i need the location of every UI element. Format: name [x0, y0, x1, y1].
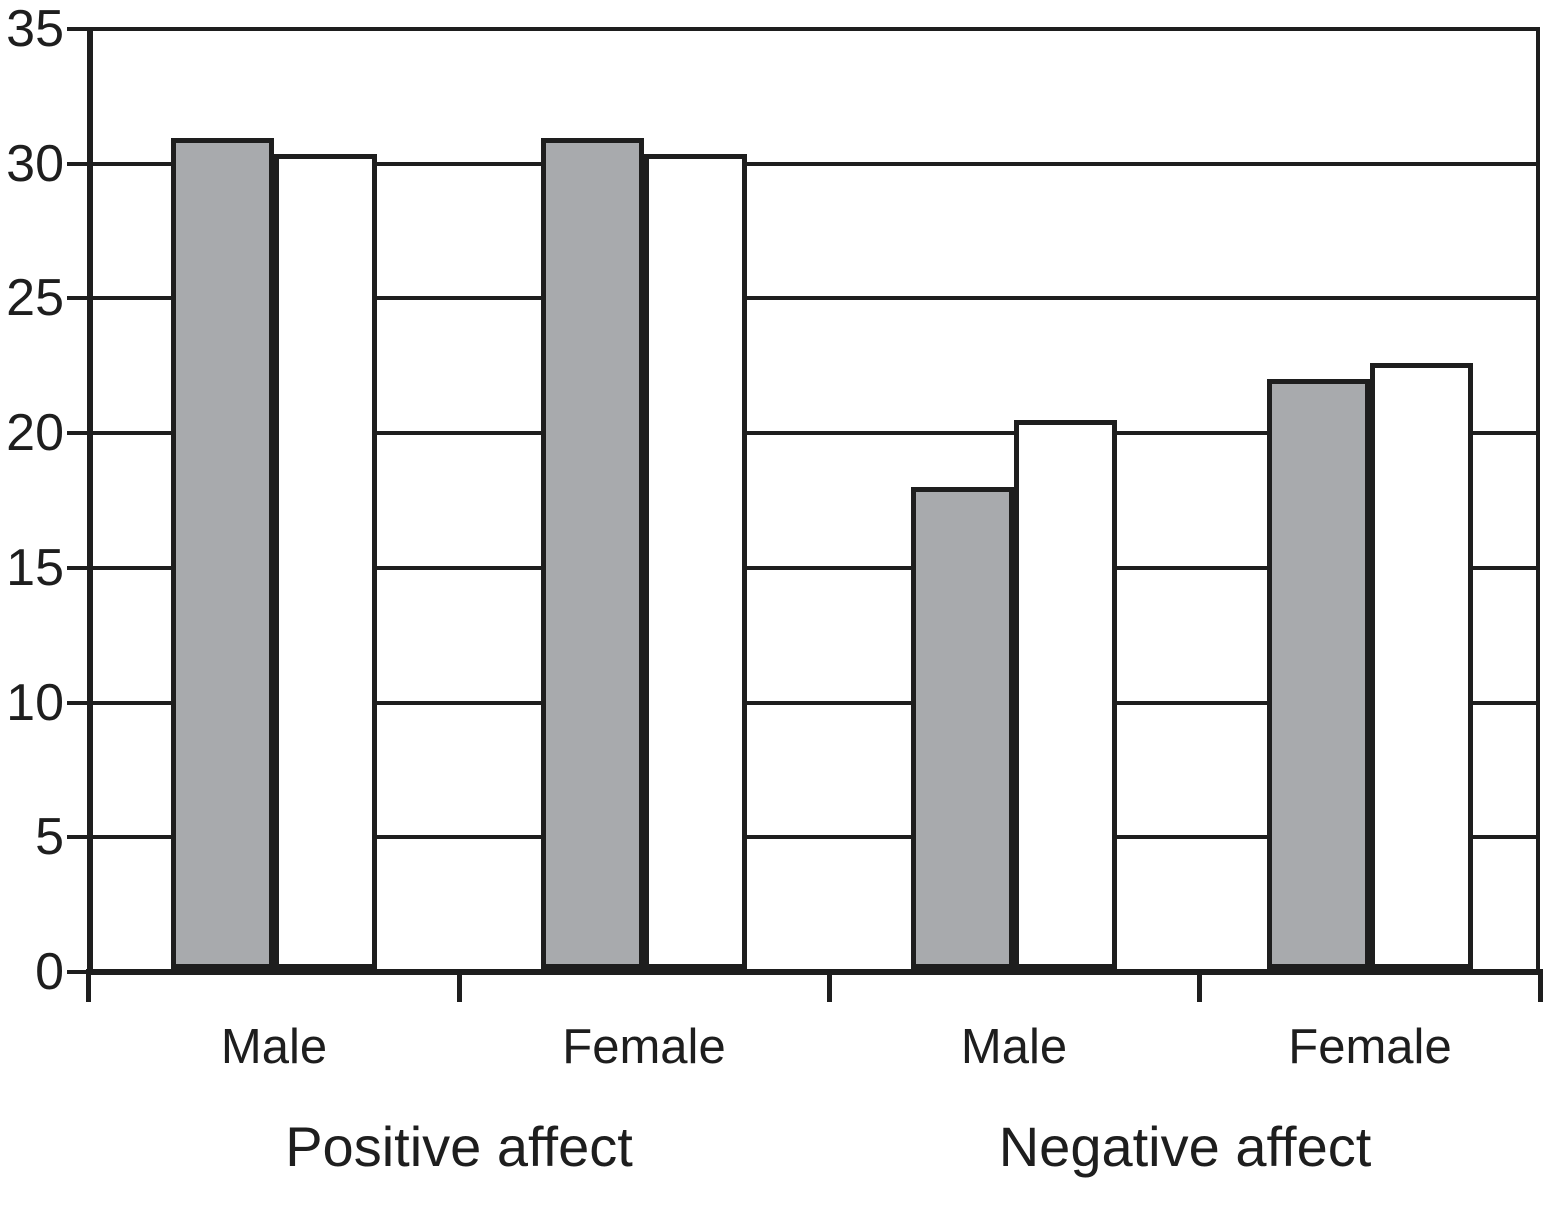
- x-boundary-tick-2: [827, 969, 832, 1002]
- bar-negative-affect-male-gray-bars: [911, 487, 1014, 969]
- gridline-30: [93, 162, 1536, 166]
- x-boundary-tick-0: [86, 969, 91, 1002]
- gridline-20: [93, 431, 1536, 435]
- y-tick-10: [67, 701, 87, 705]
- bar-negative-affect-female-gray-bars: [1267, 379, 1370, 969]
- y-tick-label-5: 5: [35, 808, 64, 866]
- y-tick-label-25: 25: [6, 269, 64, 327]
- bar-positive-affect-female-white-bars: [644, 154, 747, 969]
- plot-area: [87, 27, 1540, 975]
- y-tick-30: [67, 162, 87, 166]
- y-tick-label-20: 20: [6, 404, 64, 462]
- x-boundary-tick-3: [1197, 969, 1202, 1002]
- y-tick-label-0: 0: [35, 943, 64, 1001]
- gridline-25: [93, 296, 1536, 300]
- bar-positive-affect-male-gray-bars: [171, 138, 274, 969]
- x-category-label-female-3: Female: [1288, 1020, 1452, 1074]
- x-category-label-male-0: Male: [220, 1020, 328, 1074]
- y-tick-20: [67, 431, 87, 435]
- x-group-label-negative-affect: Negative affect: [998, 1115, 1372, 1178]
- y-tick-label-10: 10: [6, 674, 64, 732]
- y-tick-25: [67, 296, 87, 300]
- y-tick-5: [67, 835, 87, 839]
- x-boundary-tick-4: [1538, 969, 1543, 1002]
- x-boundary-tick-1: [457, 969, 462, 1002]
- y-tick-label-15: 15: [6, 539, 64, 597]
- bar-negative-affect-female-white-bars: [1370, 363, 1473, 969]
- gridline-10: [93, 701, 1536, 705]
- y-tick-15: [67, 566, 87, 570]
- bar-negative-affect-male-white-bars: [1014, 420, 1117, 969]
- gridline-5: [93, 835, 1536, 839]
- bar-positive-affect-male-white-bars: [274, 154, 377, 969]
- x-group-label-positive-affect: Positive affect: [285, 1115, 633, 1178]
- x-category-label-male-2: Male: [960, 1020, 1068, 1074]
- y-tick-35: [67, 27, 87, 31]
- x-category-label-female-1: Female: [562, 1020, 726, 1074]
- gridline-15: [93, 566, 1536, 570]
- y-tick-0: [67, 970, 87, 974]
- y-tick-label-30: 30: [6, 135, 64, 193]
- bar-positive-affect-female-gray-bars: [541, 138, 644, 969]
- y-tick-label-35: 35: [6, 0, 64, 58]
